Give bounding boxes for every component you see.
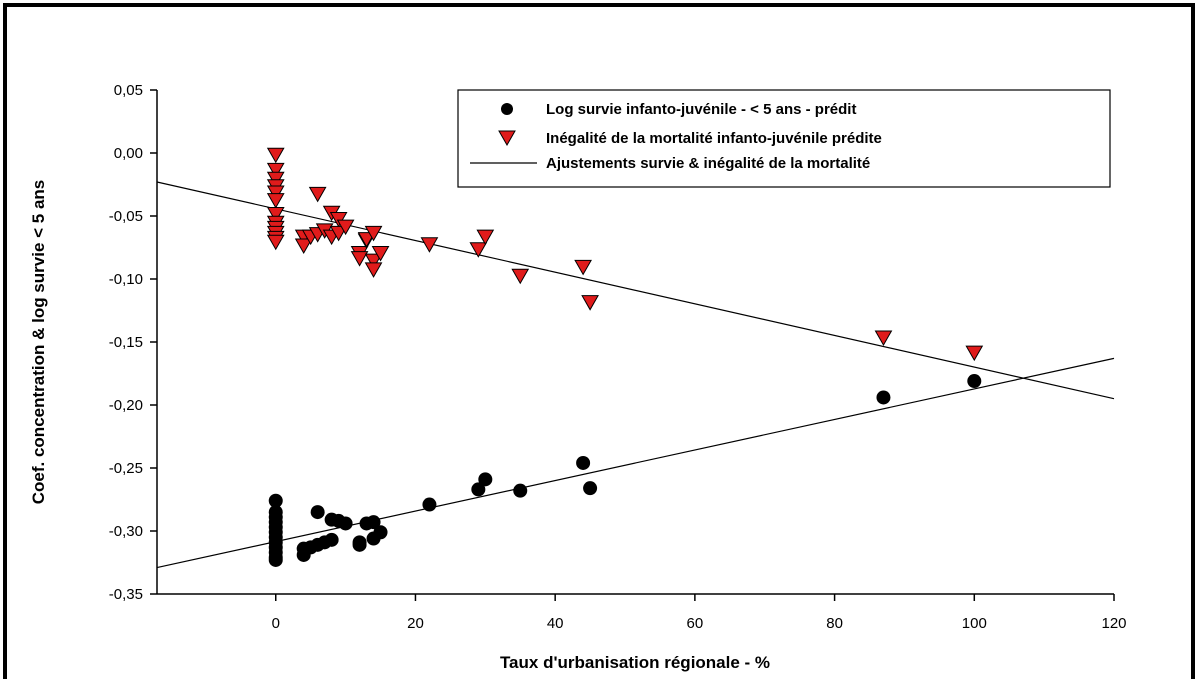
survie-point [352,537,367,552]
inegalite-point [420,237,439,253]
inegalite-point [469,242,488,258]
survie-point [268,552,283,567]
x-tick-label: 0 [272,615,280,632]
legend: Log survie infanto-juvénile - < 5 ans - … [457,89,1111,188]
fit-line [156,357,1115,569]
y-tick-label: -0,25 [109,460,143,477]
inegalite-point [574,259,592,276]
survie-point [422,497,437,512]
y-tick-label: -0,20 [109,397,143,414]
plot-area: 0 20 40 60 80 100 120 0,05 0,00 -0,05 -0,10 -0,15 -… [109,82,1127,632]
inegalite-point [329,225,348,242]
inegalite-point [581,295,599,311]
inegalite-point [965,345,984,362]
survie-point [310,505,325,520]
inegalite-point [266,162,285,179]
survie-point [478,472,493,487]
x-tick-label: 120 [1101,615,1126,632]
legend-label-inegalite: Inégalité de la mortalité infanto-juvéni… [546,130,882,147]
inegalite-point [308,186,327,203]
y-tick-label: 0,00 [114,145,143,162]
y-tick-label: -0,10 [109,271,143,288]
x-tick-label: 20 [407,615,424,632]
inegalite-point [266,171,285,188]
inegalite-point [371,246,390,262]
inegalite-point [364,225,383,242]
y-tick-label: -0,30 [109,523,143,540]
x-tick-label: 40 [547,615,564,632]
x-tick-label: 100 [962,615,987,632]
x-tick-label: 60 [687,615,704,632]
inegalite-point [294,238,313,254]
inegalite-point [511,268,530,285]
legend-label-ajustements: Ajustements survie & inégalité de la mor… [546,155,870,172]
survie-point [324,532,339,547]
y-tick-label: -0,05 [109,208,143,225]
inegalite-point [266,185,285,202]
survie-point [583,481,598,496]
survie-point [967,374,982,389]
data-markers [266,147,984,567]
survie-point [338,516,353,531]
inegalite-point [364,253,383,270]
y-tick-label: -0,35 [109,586,143,603]
inegalite-point [266,147,285,164]
inegalite-point [329,212,348,228]
survie-point [576,455,591,470]
inegalite-point [266,234,285,251]
x-tick-label: 80 [826,615,843,632]
inegalite-point [266,193,285,209]
y-ticks: 0,05 0,00 -0,05 -0,10 -0,15 -0,20 -0,25 -0,30 -0… [109,82,157,603]
survie-point [373,525,388,540]
fit-lines [156,181,1115,569]
y-axis-title: Coef. concentration & log survie < 5 ans [29,180,48,505]
inegalite-point [357,232,376,248]
survie-point [366,515,381,530]
inegalite-point [336,219,355,236]
legend-box [457,89,1111,188]
inegalite-point [266,206,285,223]
legend-marker-survie [501,103,513,115]
survie-point [876,390,891,405]
survie-point [513,483,528,498]
fit-line [156,181,1115,400]
survie-point [471,482,486,497]
y-tick-label: 0,05 [114,82,143,99]
chart-frame [3,3,1195,679]
legend-marker-inegalite [498,130,516,147]
legend-label-survie: Log survie infanto-juvénile - < 5 ans - … [546,101,856,118]
x-axis-title: Taux d'urbanisation régionale - % [500,653,770,672]
inegalite-point [364,262,383,278]
x-ticks: 0 20 40 60 80 100 120 [272,594,1127,632]
survie-point [268,493,283,508]
inegalite-point [476,229,495,246]
inegalite-point [874,330,893,346]
y-tick-label: -0,15 [109,334,143,351]
inegalite-point [350,251,369,267]
